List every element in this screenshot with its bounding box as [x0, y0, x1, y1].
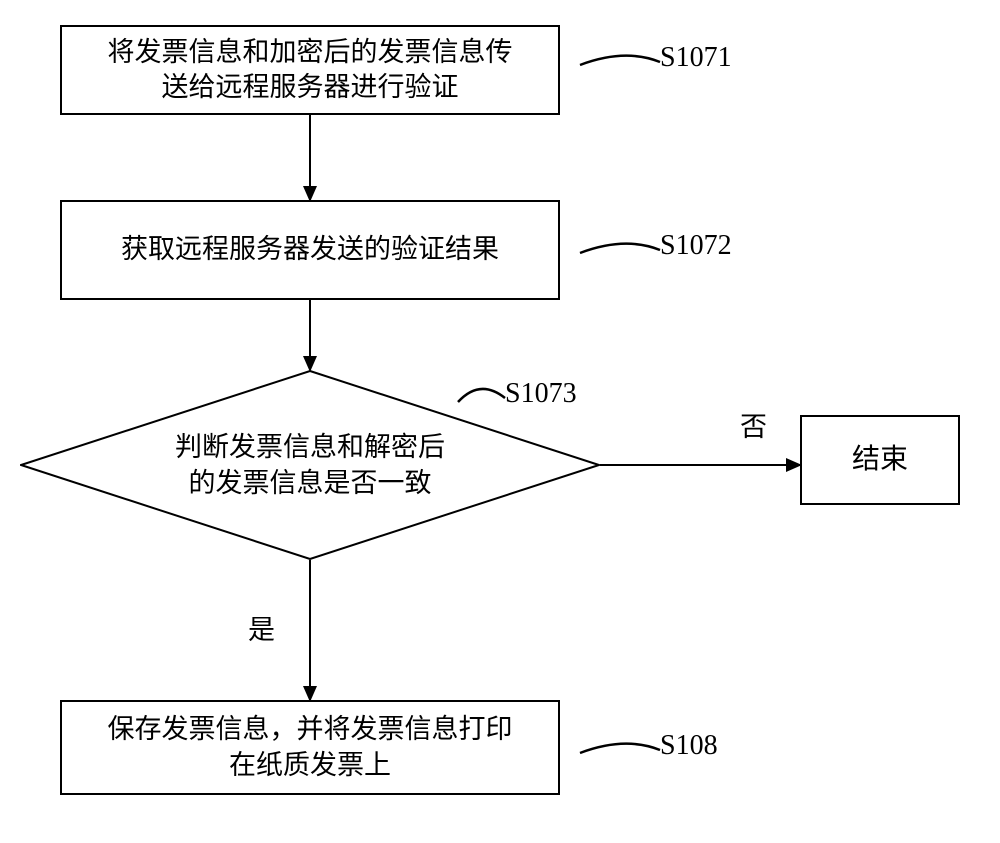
process-s1072: 获取远程服务器发送的验证结果: [60, 200, 560, 300]
leader-s1072: [580, 244, 660, 253]
process-s1072-text: 获取远程服务器发送的验证结果: [121, 232, 499, 267]
label-s1071: S1071: [660, 42, 732, 74]
process-s1071-text: 将发票信息和加密后的发票信息传送给远程服务器进行验证: [108, 35, 513, 105]
label-s108: S108: [660, 730, 718, 762]
label-s1072: S1072: [660, 230, 732, 262]
edge-label-yes: 是: [248, 608, 275, 647]
terminator-end: 结束: [800, 415, 960, 505]
decision-s1073-text: 判断发票信息和解密后的发票信息是否一致: [175, 429, 445, 502]
edge-label-no: 否: [740, 405, 767, 444]
terminator-end-text: 结束: [852, 442, 908, 478]
label-s1073: S1073: [505, 378, 577, 410]
leader-s108: [580, 744, 660, 753]
process-s108: 保存发票信息，并将发票信息打印在纸质发票上: [60, 700, 560, 795]
leader-s1071: [580, 56, 660, 65]
process-s108-text: 保存发票信息，并将发票信息打印在纸质发票上: [108, 712, 513, 782]
process-s1071: 将发票信息和加密后的发票信息传送给远程服务器进行验证: [60, 25, 560, 115]
